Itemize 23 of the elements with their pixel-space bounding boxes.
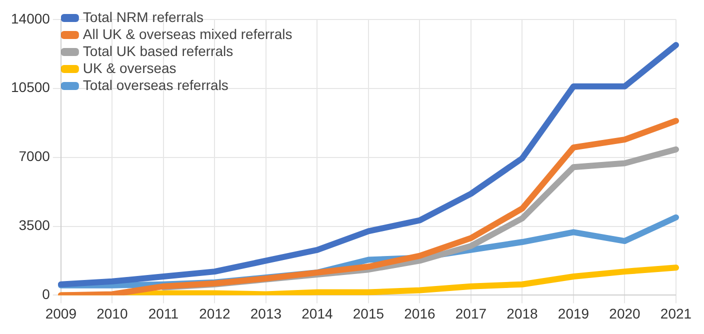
x-tick-label: 2012 — [199, 305, 230, 322]
x-tick-label: 2018 — [506, 305, 538, 322]
legend-label: Total NRM referrals — [82, 8, 204, 25]
x-tick-label: 2017 — [455, 305, 487, 322]
x-tick-label: 2016 — [404, 305, 436, 322]
legend-label: All UK & overseas mixed referrals — [82, 26, 292, 42]
legend-label: UK & overseas — [82, 60, 176, 76]
x-tick-label: 2009 — [45, 305, 77, 322]
y-tick-label: 3500 — [18, 217, 50, 234]
x-tick-label: 2013 — [250, 305, 282, 322]
x-tick-label: 2021 — [660, 305, 692, 322]
x-tick-label: 2011 — [148, 305, 179, 322]
x-tick-label: 2020 — [609, 305, 641, 322]
x-tick-label: 2015 — [352, 305, 384, 322]
legend-label: Total UK based referrals — [82, 42, 234, 59]
x-tick-label: 2010 — [96, 305, 128, 322]
x-tick-label: 2019 — [558, 305, 590, 322]
x-tick-label: 2014 — [302, 305, 333, 322]
y-tick-label: 7000 — [18, 148, 50, 164]
y-tick-label: 0 — [42, 286, 50, 302]
y-tick-label: 14000 — [10, 10, 50, 26]
legend-label: Total overseas referrals — [82, 76, 228, 93]
y-tick-label: 10500 — [10, 79, 50, 96]
